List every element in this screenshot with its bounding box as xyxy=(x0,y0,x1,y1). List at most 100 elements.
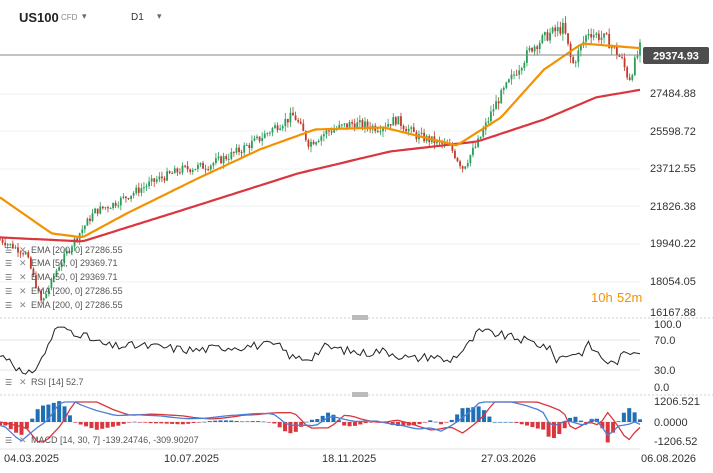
candle-body xyxy=(235,147,238,153)
candle-body xyxy=(574,62,577,64)
macd-histogram-bar xyxy=(309,419,314,422)
candle-body xyxy=(572,57,575,63)
candle-body xyxy=(356,122,359,129)
macd-histogram-bar xyxy=(143,422,148,423)
candle-body xyxy=(292,112,294,116)
candle-body xyxy=(163,178,166,181)
pane-resize-handle[interactable] xyxy=(352,392,368,397)
chevron-down-icon[interactable]: ▾ xyxy=(157,11,162,21)
candle-body xyxy=(546,32,549,41)
ema200-line xyxy=(0,88,641,243)
candle-body xyxy=(243,145,246,153)
macd-histogram-bar xyxy=(191,422,196,423)
indicator-row[interactable]: ☰ ✕ EMA [200, 0] 27286.55 xyxy=(5,245,123,255)
candle-body xyxy=(215,158,217,164)
candle-body xyxy=(597,33,600,40)
indicator-row[interactable]: ☰ ✕ EMA [50, 0] 29369.71 xyxy=(5,272,118,282)
date-axis: 04.03.2025 10.07.2025 18.11.2025 27.03.2… xyxy=(4,453,696,465)
close-icon[interactable]: ✕ xyxy=(19,435,27,445)
candle-body xyxy=(1,239,4,243)
macd-histogram-bar xyxy=(541,422,546,430)
price-axis: 27484.88 25598.72 23712.55 21826.38 1994… xyxy=(650,88,696,319)
candle-body xyxy=(284,118,287,127)
candle-body xyxy=(536,46,539,49)
macd-line-path xyxy=(0,401,641,442)
candle-body xyxy=(286,118,289,123)
candle-body xyxy=(40,290,43,301)
candle-body xyxy=(99,206,102,214)
close-icon[interactable]: ✕ xyxy=(19,258,27,268)
macd-histogram-bar xyxy=(422,422,427,423)
chevron-down-icon[interactable]: ▾ xyxy=(82,11,87,21)
close-icon[interactable]: ✕ xyxy=(19,377,27,387)
candle-body xyxy=(32,268,35,276)
close-icon[interactable]: ✕ xyxy=(19,286,27,296)
candle-body xyxy=(608,34,611,49)
candle-body xyxy=(258,136,261,142)
candle-body xyxy=(603,33,605,38)
macd-histogram-bar xyxy=(503,422,508,423)
candle-body xyxy=(312,141,315,145)
candle-body xyxy=(204,168,207,170)
macd-histogram-bar xyxy=(546,422,551,437)
current-price-label: 29374.93 xyxy=(653,51,699,63)
candle-body xyxy=(184,165,186,167)
candle-body xyxy=(230,151,233,159)
close-icon[interactable]: ✕ xyxy=(19,272,27,282)
candle-body xyxy=(633,57,636,76)
close-icon[interactable]: ✕ xyxy=(19,245,27,255)
candle-body xyxy=(197,164,199,169)
candle-body xyxy=(225,156,228,160)
candle-body xyxy=(585,35,587,42)
candle-body xyxy=(492,109,495,112)
indicator-row[interactable]: ☰ ✕ EMA [50, 0] 29369.71 xyxy=(5,258,118,268)
candle-body xyxy=(191,170,194,172)
candle-body xyxy=(366,121,369,127)
macd-histogram-bar xyxy=(358,422,363,425)
macd-histogram-bar xyxy=(363,422,368,424)
symbol-name[interactable]: US100 xyxy=(19,10,59,25)
macd-histogram-bar xyxy=(352,422,357,426)
candle-body xyxy=(605,33,608,35)
pane-resize-handle[interactable] xyxy=(352,315,368,320)
close-icon[interactable]: ✕ xyxy=(19,300,27,310)
macd-histogram-bar xyxy=(471,407,476,422)
candle-body xyxy=(502,87,505,91)
ema50-path xyxy=(0,42,641,239)
candle-body xyxy=(186,166,189,170)
candle-body xyxy=(497,101,500,104)
candle-body xyxy=(479,136,482,139)
candle-body xyxy=(86,218,89,226)
macd-histogram-bar xyxy=(0,422,2,426)
candle-body xyxy=(338,124,341,129)
indicator-row[interactable]: ☰ ✕ EMA [200, 0] 27286.55 xyxy=(5,300,123,310)
macd-histogram-bar xyxy=(73,422,78,423)
indicator-row[interactable]: ☰ ✕ EMA [200, 0] 27286.55 xyxy=(5,286,123,296)
candle-body xyxy=(279,128,282,130)
macd-histogram-bar xyxy=(433,421,438,423)
indicator-legend: ☰ ✕ EMA [200, 0] 27286.55 ☰ ✕ EMA [50, 0… xyxy=(5,245,123,310)
list-icon: ☰ xyxy=(5,436,12,445)
candle-body xyxy=(207,169,210,171)
timeframe-select[interactable]: D1 xyxy=(131,12,144,23)
candle-body xyxy=(628,77,631,80)
macd-axis-top: 1206.521 xyxy=(654,396,700,408)
candle-body xyxy=(556,27,559,32)
candle-body xyxy=(587,34,590,36)
candle-body xyxy=(315,142,318,145)
macd-histogram-bar xyxy=(525,422,530,426)
candle-body xyxy=(394,117,397,125)
candle-body xyxy=(107,207,109,209)
candle-body xyxy=(37,287,40,291)
candle-body xyxy=(541,35,544,44)
candle-body xyxy=(181,165,184,173)
macd-histogram-bar xyxy=(24,422,29,429)
candle-body xyxy=(63,253,66,263)
macd-histogram-bar xyxy=(331,414,336,422)
macd-histogram-bar xyxy=(84,422,89,427)
macd-histogram-bar xyxy=(277,422,282,428)
candle-body xyxy=(11,243,14,249)
candle-body xyxy=(310,141,312,147)
